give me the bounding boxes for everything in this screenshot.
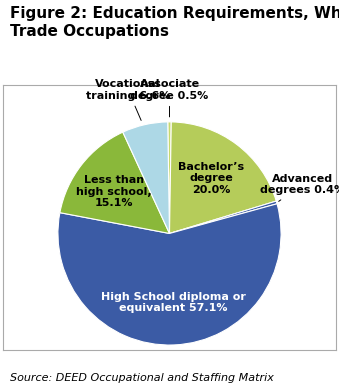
- Wedge shape: [123, 122, 170, 233]
- Text: Less than
high school,
15.1%: Less than high school, 15.1%: [77, 175, 152, 208]
- Text: Bachelor’s
degree
20.0%: Bachelor’s degree 20.0%: [178, 162, 244, 195]
- Wedge shape: [168, 122, 171, 233]
- Text: Figure 2: Education Requirements, Wholesale
Trade Occupations: Figure 2: Education Requirements, Wholes…: [10, 6, 339, 39]
- Wedge shape: [58, 204, 281, 345]
- Wedge shape: [170, 201, 277, 233]
- Wedge shape: [170, 122, 276, 233]
- Text: Advanced
degrees 0.4%: Advanced degrees 0.4%: [260, 174, 339, 201]
- Text: Vocational
training 6.6%: Vocational training 6.6%: [86, 79, 170, 121]
- Wedge shape: [60, 132, 170, 233]
- Text: Source: DEED Occupational and Staffing Matrix: Source: DEED Occupational and Staffing M…: [10, 373, 274, 383]
- Text: Associate
degree 0.5%: Associate degree 0.5%: [131, 79, 208, 117]
- Text: High School diploma or
equivalent 57.1%: High School diploma or equivalent 57.1%: [101, 292, 245, 313]
